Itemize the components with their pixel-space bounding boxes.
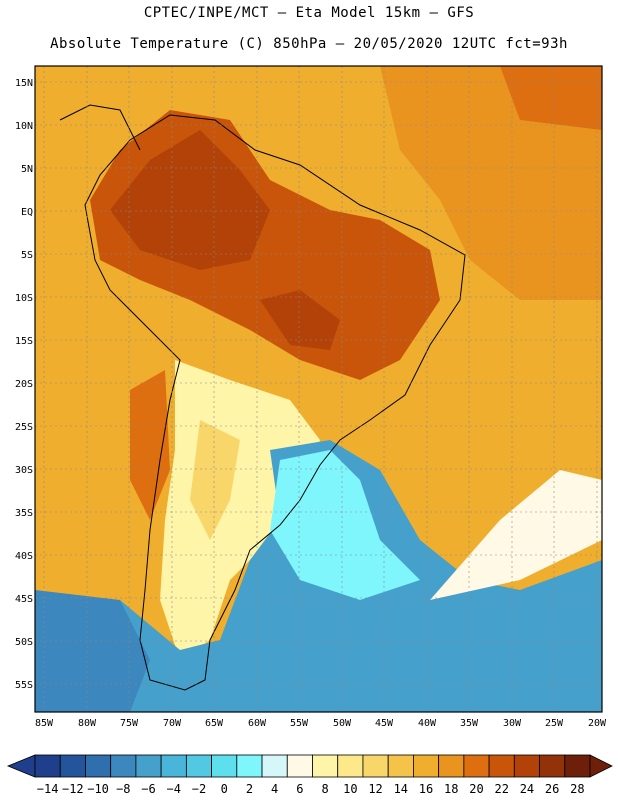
colorbar-swatch bbox=[387, 754, 414, 778]
colorbar-swatch bbox=[34, 754, 61, 778]
colorbar-label: 26 bbox=[545, 782, 559, 796]
lon-label: 20W bbox=[588, 718, 607, 729]
lon-label: 30W bbox=[503, 718, 522, 729]
colorbar-swatch bbox=[110, 754, 137, 778]
longitude-labels: 85W 80W 75W 70W 65W 60W 55W 50W 45W 40W … bbox=[35, 718, 607, 729]
colorbar-swatch bbox=[261, 754, 288, 778]
lat-label: 5S bbox=[21, 250, 33, 261]
colorbar-label: 14 bbox=[394, 782, 408, 796]
colorbar-swatch bbox=[59, 754, 86, 778]
colorbar-label: 22 bbox=[494, 782, 508, 796]
lon-label: 40W bbox=[418, 718, 437, 729]
colorbar-swatch bbox=[337, 754, 364, 778]
lon-label: 50W bbox=[333, 718, 352, 729]
lat-label: 30S bbox=[15, 465, 33, 476]
colorbar-label: 6 bbox=[296, 782, 303, 796]
colorbar-swatch bbox=[185, 754, 212, 778]
colorbar-left-arrow bbox=[6, 754, 36, 778]
lon-label: 35W bbox=[460, 718, 479, 729]
cold-sw-ocean bbox=[35, 590, 150, 712]
very-hot-center bbox=[260, 290, 340, 350]
continent-outline bbox=[84, 114, 466, 691]
very-hot-amazon bbox=[110, 130, 270, 270]
colorbar-swatch bbox=[539, 754, 566, 778]
andes-mild bbox=[190, 420, 240, 540]
warm-pacific-strip bbox=[130, 370, 170, 520]
map-frame bbox=[34, 65, 603, 713]
lon-label: 70W bbox=[163, 718, 182, 729]
colorbar-swatch bbox=[513, 754, 540, 778]
colorbar-label: −14 bbox=[37, 782, 59, 796]
colorbar-label: 4 bbox=[271, 782, 278, 796]
lat-label: 10N bbox=[15, 121, 33, 132]
colorbar-swatch bbox=[85, 754, 112, 778]
colorbar-label: 2 bbox=[246, 782, 253, 796]
colorbar-label: 10 bbox=[343, 782, 357, 796]
colorbar-swatch bbox=[413, 754, 440, 778]
colorbar-label: −4 bbox=[167, 782, 181, 796]
lat-label: 15S bbox=[15, 336, 33, 347]
title-line-1: CPTEC/INPE/MCT – Eta Model 15km – GFS bbox=[143, 5, 475, 21]
lat-label: 55S bbox=[15, 680, 33, 691]
colorbar-label: 0 bbox=[221, 782, 228, 796]
colorbar-swatch bbox=[236, 754, 263, 778]
colorbar-label: 24 bbox=[520, 782, 534, 796]
colorbar-swatch bbox=[211, 754, 238, 778]
lon-label: 85W bbox=[35, 718, 54, 729]
title-line-2: Absolute Temperature (C) 850hPa – 20/05/… bbox=[50, 36, 568, 52]
colorbar-right-arrow bbox=[589, 754, 613, 778]
warm-ocean-ne bbox=[380, 66, 602, 300]
colorbar-swatch bbox=[438, 754, 465, 778]
colorbar-label: −2 bbox=[192, 782, 206, 796]
mild-ocean-se bbox=[430, 470, 602, 600]
colorbar-label: 12 bbox=[368, 782, 382, 796]
colorbar-label: 18 bbox=[444, 782, 458, 796]
colorbar-swatch bbox=[564, 754, 591, 778]
lat-label: 15N bbox=[15, 78, 33, 89]
colorbar-label: −12 bbox=[62, 782, 84, 796]
central-america-outline bbox=[59, 104, 141, 151]
lon-label: 75W bbox=[120, 718, 139, 729]
colorbar-swatch bbox=[160, 754, 187, 778]
colorbar-swatch bbox=[463, 754, 490, 778]
lon-label: 60W bbox=[248, 718, 267, 729]
colorbar-label: −6 bbox=[141, 782, 155, 796]
lon-label: 80W bbox=[78, 718, 97, 729]
colorbar: −14 −12 −10 −8 −6 −4 −2 0 2 4 6 8 10 12 14 16 18 20 22 24 26… bbox=[6, 754, 613, 796]
lat-label: 45S bbox=[15, 594, 33, 605]
colorbar-label: 20 bbox=[469, 782, 483, 796]
lat-label: 35S bbox=[15, 508, 33, 519]
colorbar-swatch bbox=[286, 754, 313, 778]
lon-label: 65W bbox=[205, 718, 224, 729]
colorbar-label: 16 bbox=[419, 782, 433, 796]
latitude-labels: 15N 10N 5N EQ 5S 10S 15S 20S 25S 30S 35S… bbox=[15, 78, 33, 691]
map-field bbox=[35, 66, 602, 712]
lat-label: 20S bbox=[15, 379, 33, 390]
lat-label: 25S bbox=[15, 422, 33, 433]
lon-label: 55W bbox=[290, 718, 309, 729]
colorbar-swatch bbox=[135, 754, 162, 778]
lat-label: EQ bbox=[21, 207, 33, 218]
lat-label: 50S bbox=[15, 637, 33, 648]
colorbar-label: 28 bbox=[570, 782, 584, 796]
colorbar-swatch bbox=[312, 754, 339, 778]
lat-label: 40S bbox=[15, 551, 33, 562]
lat-label: 10S bbox=[15, 293, 33, 304]
lon-label: 25W bbox=[545, 718, 564, 729]
colorbar-label: −10 bbox=[87, 782, 109, 796]
lon-label: 45W bbox=[375, 718, 394, 729]
colorbar-swatch bbox=[362, 754, 389, 778]
lat-label: 5N bbox=[21, 164, 33, 175]
colorbar-swatch bbox=[488, 754, 515, 778]
colorbar-label: 8 bbox=[321, 782, 328, 796]
colorbar-label: −8 bbox=[116, 782, 130, 796]
